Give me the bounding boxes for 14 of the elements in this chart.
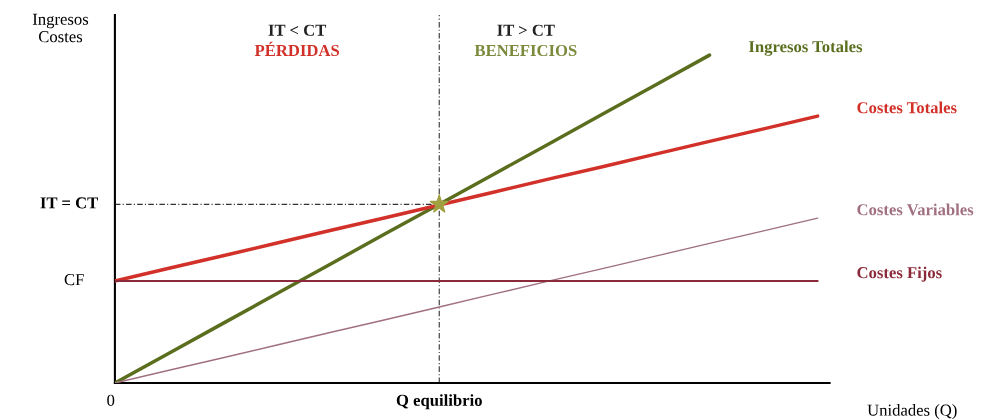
x-tick-label: Q equilibrio [396, 394, 482, 410]
annotation: CF [64, 274, 84, 286]
annotation: PÉRDIDAS [254, 41, 340, 57]
y-axis-title: Ingresos Costes [32, 13, 89, 43]
text: Costes Variables [857, 203, 974, 216]
x-tick-label: 0 [107, 394, 115, 406]
text: IT < CT [268, 24, 327, 36]
text: Costes Fijos [857, 266, 942, 282]
x-axis-title: Unidades (Q) [867, 404, 957, 420]
text: IT > CT [497, 24, 555, 36]
text: Costes Totales [857, 101, 957, 114]
annotation: BENEFICIOS [474, 44, 577, 57]
text: Ingresos Totales [748, 40, 863, 56]
ref-line-label: IT = CT [40, 197, 98, 209]
